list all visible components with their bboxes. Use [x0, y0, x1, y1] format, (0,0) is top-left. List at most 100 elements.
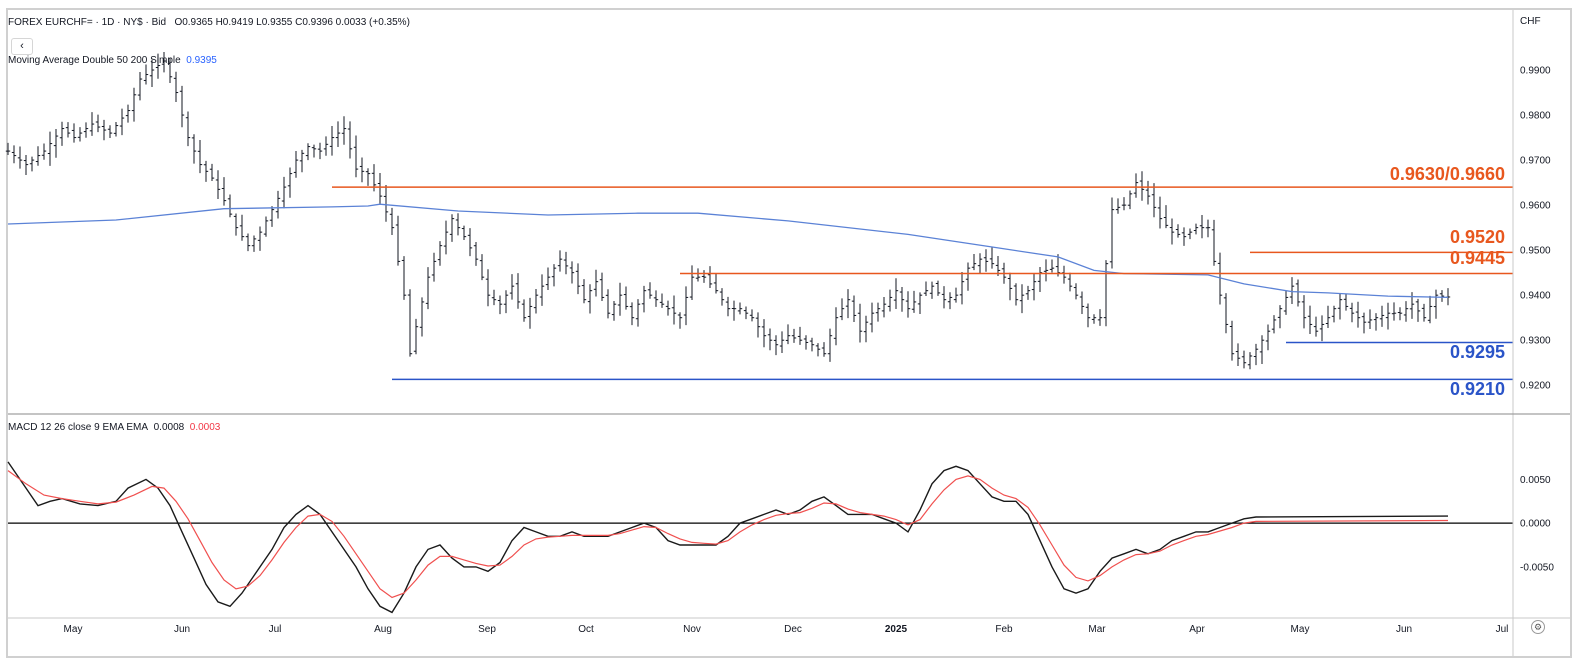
price-bar [1163, 205, 1169, 229]
macd-value: 0.0008 [153, 422, 185, 433]
price-bar [335, 121, 341, 147]
price-bar [857, 303, 863, 343]
time-tick-label: Jun [1396, 624, 1412, 635]
price-bar [215, 170, 221, 199]
macd-tick-label: 0.0000 [1520, 519, 1551, 530]
price-bar [245, 233, 251, 252]
price-bar [425, 267, 431, 310]
price-bar [119, 108, 125, 136]
price-bar [1373, 313, 1379, 331]
price-bar [353, 135, 359, 178]
price-bar [197, 139, 203, 174]
price-bar [1043, 259, 1049, 282]
price-bar [1439, 290, 1445, 302]
collapse-legend-button[interactable]: ‹ [11, 38, 33, 55]
price-bar [221, 177, 227, 206]
price-tick-label: 0.9500 [1520, 246, 1551, 257]
price-bar [755, 312, 761, 338]
currency-label[interactable]: CHF [1520, 16, 1541, 27]
price-bar [101, 119, 107, 141]
price-bar [497, 295, 503, 315]
price-bar [377, 173, 383, 204]
price-bar [551, 264, 557, 287]
price-bar [683, 286, 689, 326]
price-bar [167, 57, 173, 84]
price-bar [359, 157, 365, 183]
signal-line [7, 470, 1449, 599]
price-bar [233, 213, 239, 236]
price-bar [863, 315, 869, 343]
price-bar [65, 122, 71, 138]
price-bar [623, 286, 629, 310]
price-bar [611, 300, 617, 321]
level-label: 0.9520 [1450, 227, 1505, 247]
price-bar [1193, 223, 1199, 235]
price-bar [1289, 277, 1295, 304]
price-bar [1091, 314, 1097, 324]
price-bar [1109, 197, 1115, 269]
price-bar [701, 270, 707, 283]
price-bar [527, 297, 533, 329]
price-bar [479, 254, 485, 281]
price-bar [239, 214, 245, 241]
price-bar [671, 295, 677, 325]
price-bar [419, 297, 425, 337]
price-bar [269, 206, 275, 227]
macd-line [7, 461, 1449, 614]
price-bar [1283, 290, 1289, 315]
price-bar [1415, 298, 1421, 322]
price-bar [1073, 283, 1079, 300]
price-bar [431, 252, 437, 282]
price-bar [83, 122, 89, 138]
price-bar [1037, 267, 1043, 293]
price-bar [533, 288, 539, 314]
price-bar [947, 292, 953, 310]
price-bar [341, 116, 347, 145]
ma-200-line [7, 203, 1449, 299]
price-bar [827, 328, 833, 362]
price-bar [509, 274, 515, 300]
price-bar [629, 302, 635, 326]
price-bar [581, 279, 587, 304]
price-bar [95, 114, 101, 133]
axes: 0.9900 0.9800 0.9700 0.9600 0.9500 0.9400 0.93… [8, 10, 1570, 656]
price-bar [323, 136, 329, 156]
price-bar [665, 300, 671, 316]
price-bar [689, 265, 695, 300]
ohlc-values: O0.9365 H0.9419 L0.9355 C0.9396 0.0033 (… [174, 17, 410, 28]
price-bar [401, 256, 407, 300]
macd-legend[interactable]: MACD 12 26 close 9 EMA EMA 0.0008 0.0003 [8, 422, 220, 433]
price-bar [455, 213, 461, 236]
price-bar [1025, 285, 1031, 300]
time-tick-label: May [1291, 624, 1310, 635]
price-bar [209, 163, 215, 182]
price-bar [959, 271, 965, 305]
time-tick-label: Sep [478, 624, 496, 635]
price-bar [1097, 309, 1103, 326]
time-tick-label: May [64, 624, 83, 635]
price-bar [707, 266, 713, 289]
price-bar [29, 156, 35, 172]
price-tick-label: 0.9900 [1520, 66, 1551, 77]
time-tick-label: Jul [1496, 624, 1509, 635]
symbol-header: FOREX EURCHF= · 1D · NY$ · Bid O0.9365 H… [8, 17, 410, 28]
price-bar [953, 287, 959, 303]
price-bar [143, 64, 149, 85]
price-bar [1319, 315, 1325, 342]
price-bar [1127, 190, 1133, 210]
price-bar [1379, 305, 1385, 327]
price-bar [521, 299, 527, 322]
ma-legend[interactable]: Moving Average Double 50 200 Simple 0.93… [8, 55, 217, 66]
macd-pane [7, 461, 1513, 614]
price-bar [1427, 295, 1433, 324]
price-bar [1301, 295, 1307, 329]
price-bar [1277, 305, 1283, 329]
price-bar [1433, 289, 1439, 319]
price-bar [257, 226, 263, 251]
price-bar [1343, 293, 1349, 311]
gear-icon[interactable]: ⚙ [1531, 620, 1545, 634]
price-bar [347, 121, 353, 159]
price-bar [77, 127, 83, 142]
